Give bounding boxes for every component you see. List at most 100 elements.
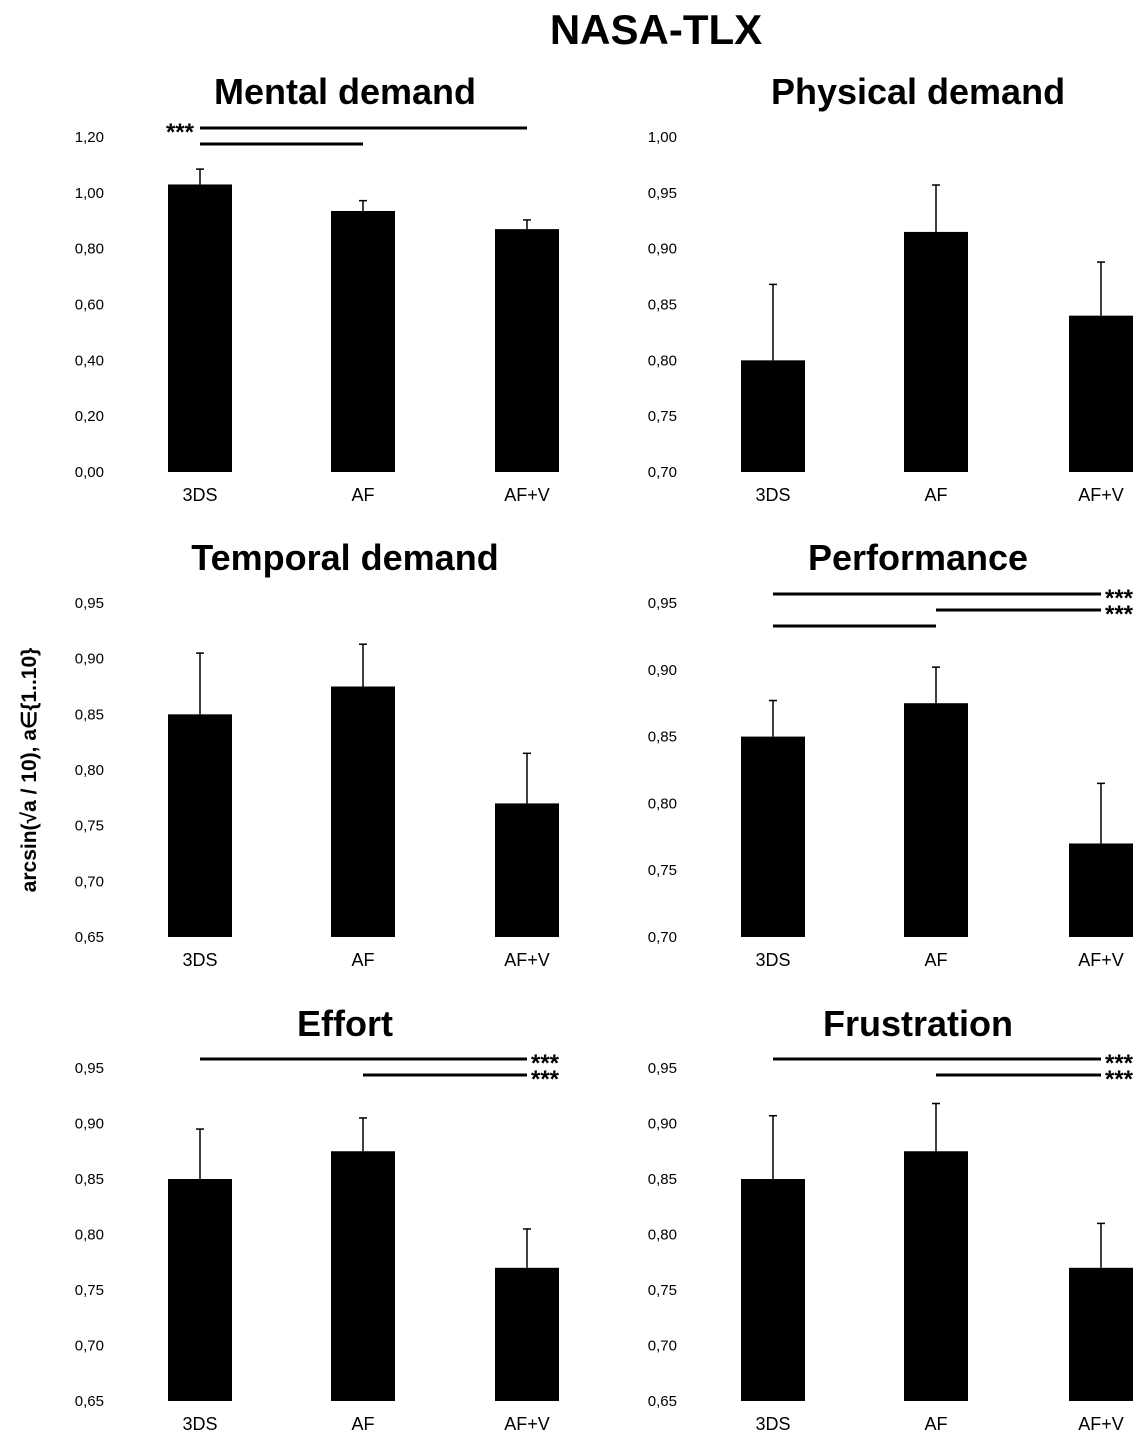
- y-tick-label: 0,80: [75, 241, 104, 258]
- y-tick-label: 0,80: [648, 795, 677, 812]
- category-label: AF+V: [1078, 950, 1124, 970]
- y-tick-label: 0,85: [648, 297, 677, 314]
- y-tick-label: 0,90: [648, 662, 677, 679]
- y-tick-label: 0,80: [75, 1227, 104, 1244]
- y-tick-label: 0,90: [648, 241, 677, 258]
- significance-marker: ***: [1105, 585, 1134, 612]
- panel-title: Temporal demand: [191, 537, 498, 578]
- y-tick-label: 0,65: [648, 1393, 677, 1410]
- category-label: AF: [351, 1414, 374, 1434]
- y-tick-label: 0,20: [75, 408, 104, 425]
- category-label: AF: [924, 950, 947, 970]
- y-tick-label: 0,80: [75, 762, 104, 779]
- bar: [741, 360, 805, 472]
- bar: [495, 803, 559, 937]
- significance-marker: ***: [1105, 1050, 1134, 1077]
- significance-marker: ***: [531, 1050, 560, 1077]
- y-tick-label: 0,75: [648, 862, 677, 879]
- y-tick-label: 0,40: [75, 352, 104, 369]
- category-label: AF: [924, 485, 947, 505]
- category-label: 3DS: [182, 485, 217, 505]
- panel-title: Physical demand: [771, 71, 1065, 112]
- bar: [1069, 1267, 1133, 1401]
- chart-panel: Frustration 0,65 0,70 0,75 0,80 0,85 0,90 0,95 3…: [648, 1003, 1134, 1434]
- chart-panel: Temporal demand 0,65 0,70 0,75 0,80 0,85 0,90 0…: [75, 537, 559, 970]
- y-tick-label: 0,95: [648, 1060, 677, 1077]
- category-label: AF+V: [504, 1414, 550, 1434]
- chart-panel: Performance 0,70 0,75 0,80 0,85 0,90 0,95 3DS AF…: [648, 537, 1134, 970]
- bar: [331, 1151, 395, 1401]
- y-tick-label: 0,00: [75, 464, 104, 481]
- significance-marker: ***: [166, 119, 195, 146]
- y-tick-label: 0,90: [75, 651, 104, 668]
- bar: [904, 1151, 968, 1401]
- category-label: 3DS: [182, 1414, 217, 1434]
- category-label: AF+V: [504, 485, 550, 505]
- category-label: AF+V: [1078, 485, 1124, 505]
- chart-panels: Mental demand 0,00 0,20 0,40 0,60 0,80 1,00 1,2…: [75, 71, 1134, 1434]
- chart-panel: Mental demand 0,00 0,20 0,40 0,60 0,80 1,00 1,2…: [75, 71, 559, 505]
- category-label: AF+V: [1078, 1414, 1124, 1434]
- y-tick-label: 1,00: [648, 129, 677, 146]
- y-tick-label: 0,80: [648, 352, 677, 369]
- y-tick-label: 0,70: [75, 1338, 104, 1355]
- figure-title: NASA-TLX: [550, 6, 762, 53]
- bar: [1069, 315, 1133, 472]
- bar: [904, 231, 968, 472]
- bar: [168, 1179, 232, 1401]
- y-tick-label: 1,20: [75, 129, 104, 146]
- bar: [741, 1179, 805, 1401]
- y-tick-label: 0,70: [648, 929, 677, 946]
- y-tick-label: 0,75: [75, 1282, 104, 1299]
- chart-panel: Physical demand 0,70 0,75 0,80 0,85 0,90 0,95 1…: [648, 71, 1133, 505]
- category-label: 3DS: [755, 485, 790, 505]
- y-tick-label: 0,65: [75, 1393, 104, 1410]
- y-tick-label: 0,75: [648, 408, 677, 425]
- bar: [741, 736, 805, 937]
- y-tick-label: 0,70: [648, 1338, 677, 1355]
- bar: [331, 210, 395, 472]
- significance-marker: ***: [1105, 601, 1134, 628]
- panel-title: Frustration: [823, 1003, 1013, 1044]
- bar: [1069, 843, 1133, 937]
- y-tick-label: 0,75: [648, 1282, 677, 1299]
- category-label: AF+V: [504, 950, 550, 970]
- y-tick-label: 0,80: [648, 1227, 677, 1244]
- y-tick-label: 0,90: [648, 1116, 677, 1133]
- category-label: AF: [351, 485, 374, 505]
- y-tick-label: 0,85: [75, 1171, 104, 1188]
- significance-marker: ***: [1105, 1066, 1134, 1093]
- bar: [168, 714, 232, 937]
- y-tick-label: 0,85: [648, 729, 677, 746]
- significance-marker: ***: [531, 1066, 560, 1093]
- category-label: 3DS: [755, 1414, 790, 1434]
- panel-title: Performance: [808, 537, 1028, 578]
- y-tick-label: 0,95: [75, 595, 104, 612]
- category-label: 3DS: [182, 950, 217, 970]
- y-tick-label: 0,70: [75, 873, 104, 890]
- y-tick-label: 0,90: [75, 1116, 104, 1133]
- panel-title: Mental demand: [214, 71, 476, 112]
- category-label: 3DS: [755, 950, 790, 970]
- category-label: AF: [924, 1414, 947, 1434]
- y-tick-label: 0,95: [648, 185, 677, 202]
- y-tick-label: 0,75: [75, 818, 104, 835]
- category-label: AF: [351, 950, 374, 970]
- y-tick-label: 0,60: [75, 297, 104, 314]
- chart-panel: Effort 0,65 0,70 0,75 0,80 0,85 0,90 0,95 3DS AF A…: [75, 1003, 560, 1434]
- y-tick-label: 0,95: [648, 595, 677, 612]
- panel-title: Effort: [297, 1003, 393, 1044]
- bar: [904, 703, 968, 937]
- y-tick-label: 0,95: [75, 1060, 104, 1077]
- y-tick-label: 0,65: [75, 929, 104, 946]
- y-tick-label: 0,85: [648, 1171, 677, 1188]
- bar: [495, 229, 559, 472]
- y-tick-label: 0,70: [648, 464, 677, 481]
- y-tick-label: 1,00: [75, 185, 104, 202]
- y-axis-label: arcsin(√a / 10), a∈{1..10}: [18, 648, 41, 893]
- bar: [168, 184, 232, 473]
- y-tick-label: 0,85: [75, 706, 104, 723]
- bar: [495, 1267, 559, 1401]
- bar: [331, 686, 395, 937]
